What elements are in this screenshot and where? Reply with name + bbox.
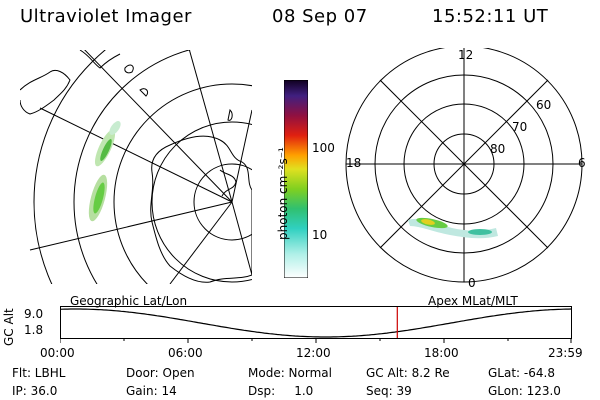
- xtick-1200: 12:00: [296, 346, 331, 360]
- polar-plot: [345, 48, 583, 283]
- mlt-label-0: 0: [468, 276, 476, 290]
- mlt-label-12: 12: [458, 48, 474, 62]
- mlat-label-60: 60: [536, 98, 552, 112]
- instrument-title: Ultraviolet Imager: [20, 6, 192, 27]
- mlat-label-80: 80: [490, 142, 506, 156]
- colorbar-tick-10: 10: [312, 228, 328, 242]
- geographic-map: [20, 50, 252, 284]
- info-gc-alt: GC Alt: 8.2 Re: [366, 366, 450, 380]
- mlt-label-18: 18: [346, 156, 362, 170]
- xtick-0000: 00:00: [40, 346, 75, 360]
- time-label: 15:52:11 UT: [432, 6, 549, 27]
- info-dsp: Dsp: 1.0: [248, 384, 314, 398]
- polar-panel-label: Apex MLat/MLT: [428, 294, 518, 308]
- info-mode: Mode: Normal: [248, 366, 332, 380]
- lat-circle: [73, 50, 191, 284]
- altitude-plot: [60, 306, 572, 343]
- colorbar-tick-100: 100: [312, 141, 335, 155]
- geo-panel-label: Geographic Lat/Lon: [70, 294, 188, 308]
- date-label: 08 Sep 07: [272, 6, 368, 27]
- altitude-ytick-high: 9.0: [24, 307, 44, 321]
- mlt-label-6: 6: [578, 156, 586, 170]
- info-filter: Flt: LBHL: [12, 366, 66, 380]
- info-door: Door: Open: [126, 366, 195, 380]
- lat-circle: [33, 50, 106, 284]
- aurora-emission: [88, 121, 121, 222]
- info-gain: Gain: 14: [126, 384, 177, 398]
- xtick-0600: 06:00: [168, 346, 203, 360]
- altitude-curve: [60, 308, 572, 338]
- altitude-ytick-low: 1.8: [24, 323, 44, 337]
- info-seq: Seq: 39: [366, 384, 412, 398]
- color-bar: [284, 80, 308, 278]
- lat-circle: [193, 163, 252, 241]
- xtick-1800: 18:00: [424, 346, 459, 360]
- lat-circle: [151, 121, 252, 283]
- info-glon: GLon: 123.0: [488, 384, 561, 398]
- colorbar-unit-label: photon cm⁻²s⁻¹: [276, 147, 290, 240]
- xtick-2359: 23:59: [548, 346, 583, 360]
- altitude-ylabel: GC Alt: [2, 308, 16, 346]
- info-glat: GLat: -64.8: [488, 366, 555, 380]
- aurora-oval: [408, 217, 498, 239]
- info-ip: IP: 36.0: [12, 384, 58, 398]
- mlat-label-70: 70: [512, 120, 528, 134]
- lat-circle: [113, 83, 252, 284]
